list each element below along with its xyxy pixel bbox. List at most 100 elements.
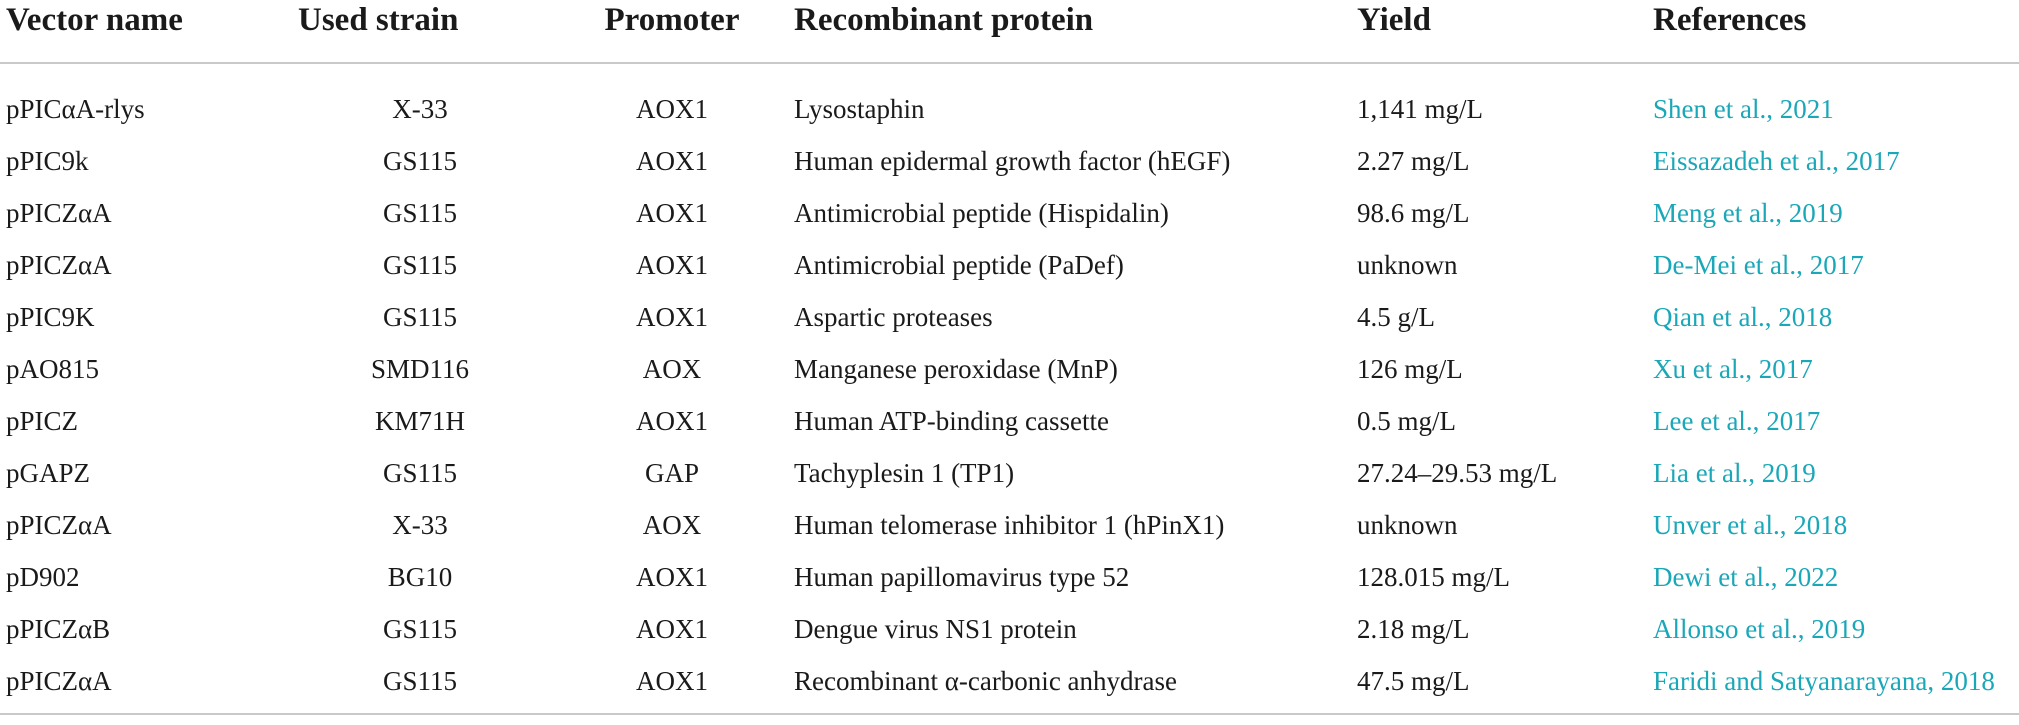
table-row: pPICZαA X-33 AOX Human telomerase inhibitor… [0, 499, 2019, 551]
cell-reference: Unver et al., 2018 [1653, 499, 2019, 551]
reference-year-link[interactable]: 2019 [1761, 458, 1816, 488]
header-used-strain-label: Used strain [298, 2, 459, 38]
cell-vector-name: pAO815 [6, 354, 99, 384]
reference-author-link[interactable]: Lee et al., [1653, 406, 1760, 436]
cell-vector-name: pD902 [6, 562, 80, 592]
cell-used-strain: X-33 [392, 94, 448, 124]
reference-year-link[interactable]: 2021 [1779, 94, 1834, 124]
reference-author-link[interactable]: Dewi et al., [1653, 562, 1778, 592]
cell-recombinant-protein: Recombinant α-carbonic anhydrase [794, 655, 1357, 715]
cell-promoter: AOX1 [636, 146, 708, 176]
table-row: pPICZαA GS115 AOX1 Antimicrobial peptide (H… [0, 187, 2019, 239]
cell-promoter: AOX1 [636, 250, 708, 280]
table-row: pPIC9k GS115 AOX1 Human epidermal growth fa… [0, 135, 2019, 187]
cell-reference: Lia et al., 2019 [1653, 447, 2019, 499]
cell-yield: unknown [1357, 250, 1458, 280]
cell-recombinant-protein: Antimicrobial peptide (PaDef) [794, 250, 1124, 280]
cell-recombinant-protein: Tachyplesin 1 (TP1) [794, 458, 1015, 488]
table-header: Vector name Used strain Promoter Recombi… [0, 0, 2019, 63]
cell-reference: De-Mei et al., 2017 [1653, 239, 2019, 291]
cell-recombinant-protein: Human telomerase inhibitor 1 (hPinX1) [794, 510, 1225, 540]
cell-used-strain: GS115 [382, 198, 457, 228]
cell-used-strain: GS115 [382, 302, 457, 332]
reference-author-link[interactable]: Unver et al., [1653, 510, 1787, 540]
cell-recombinant-protein: Human ATP-binding cassette [794, 406, 1109, 436]
cell-yield: 2.27 mg/L [1357, 146, 1470, 176]
reference-year-link[interactable]: 2017 [1809, 250, 1864, 280]
reference-year-link[interactable]: 2018 [1778, 302, 1833, 332]
table-row: pGAPZ GS115 GAP Tachyplesin 1 (TP1) 27.24–29… [0, 447, 2019, 499]
table-row: pPICαA-rlys X-33 AOX1 Lysostaphin 1,141 mg/L… [0, 63, 2019, 135]
reference-year-link[interactable]: 2018 [1940, 666, 1995, 696]
cell-reference: Shen et al., 2021 [1653, 63, 2019, 135]
cell-used-strain: GS115 [382, 250, 457, 280]
reference-year-link[interactable]: 2017 [1758, 354, 1813, 384]
table-row: pPIC9K GS115 AOX1 Aspartic proteases 4.5 g/L… [0, 291, 2019, 343]
cell-promoter: AOX [642, 510, 702, 540]
table-row: pAO815 SMD116 AOX Manganese peroxidase (MnP… [0, 343, 2019, 395]
cell-promoter: AOX [642, 354, 702, 384]
cell-yield: unknown [1357, 510, 1458, 540]
reference-author-link[interactable]: Allonso et al., [1653, 614, 1805, 644]
table-row: pPICZαA GS115 AOX1 Antimicrobial peptide (P… [0, 239, 2019, 291]
reference-author-link[interactable]: Faridi and Satyanarayana, [1653, 666, 1935, 696]
cell-recombinant-protein: Aspartic proteases [794, 302, 993, 332]
reference-year-link[interactable]: 2017 [1845, 146, 1900, 176]
cell-yield: 4.5 g/L [1357, 302, 1435, 332]
cell-used-strain: X-33 [392, 510, 448, 540]
header-promoter: Promoter [604, 2, 740, 38]
cell-reference: Qian et al., 2018 [1653, 291, 2019, 343]
reference-author-link[interactable]: Xu et al., [1653, 354, 1752, 384]
reference-author-link[interactable]: Qian et al., [1653, 302, 1772, 332]
reference-author-link[interactable]: De-Mei et al., [1653, 250, 1803, 280]
reference-year-link[interactable]: 2018 [1793, 510, 1848, 540]
cell-yield: 27.24–29.53 mg/L [1357, 458, 1558, 488]
cell-used-strain: GS115 [290, 655, 550, 715]
cell-promoter: GAP [644, 458, 699, 488]
cell-yield: 1,141 mg/L [1357, 94, 1483, 124]
cell-recombinant-protein: Dengue virus NS1 protein [794, 614, 1077, 644]
cell-recombinant-protein: Lysostaphin [794, 94, 925, 124]
cell-vector-name: pPICZαA [0, 655, 290, 715]
cell-promoter: AOX1 [636, 302, 708, 332]
reference-author-link[interactable]: Shen et al., [1653, 94, 1773, 124]
cell-vector-name: pPICZαA [6, 198, 112, 228]
cell-recombinant-protein: Human epidermal growth factor (hEGF) [794, 146, 1231, 176]
reference-author-link[interactable]: Meng et al., [1653, 198, 1782, 228]
cell-vector-name: pPICZαA [6, 250, 112, 280]
header-references: References [1653, 2, 1807, 38]
header-row: Vector name Used strain Promoter Recombi… [0, 0, 2019, 63]
table-row: pD902 BG10 AOX1 Human papillomavirus type 5… [0, 551, 2019, 603]
cell-recombinant-protein: Manganese peroxidase (MnP) [794, 354, 1118, 384]
cell-vector-name: pPICZαA [6, 510, 112, 540]
cell-reference: Faridi and Satyanarayana, 2018 [1653, 655, 2019, 715]
cell-used-strain: KM71H [374, 406, 465, 436]
reference-year-link[interactable]: 2019 [1811, 614, 1866, 644]
cell-yield: 2.18 mg/L [1357, 614, 1470, 644]
reference-author-link[interactable]: Lia et al., [1653, 458, 1755, 488]
cell-reference: Eissazadeh et al., 2017 [1653, 135, 2019, 187]
cell-vector-name: pPIC9k [6, 146, 89, 176]
cell-used-strain: GS115 [382, 614, 457, 644]
header-yield: Yield [1357, 2, 1431, 38]
table-row: pPICZαA GS115 AOX1 Recombinant α-carbonic a… [0, 655, 2019, 715]
reference-year-link[interactable]: 2019 [1788, 198, 1843, 228]
cell-used-strain: BG10 [387, 562, 453, 592]
cell-promoter: AOX1 [636, 406, 708, 436]
cell-reference: Dewi et al., 2022 [1653, 551, 2019, 603]
reference-year-link[interactable]: 2022 [1784, 562, 1839, 592]
reference-author-link[interactable]: Eissazadeh et al., [1653, 146, 1839, 176]
cell-vector-name: pPICZ [6, 406, 79, 436]
reference-year-link[interactable]: 2017 [1766, 406, 1821, 436]
cell-promoter: AOX1 [636, 198, 708, 228]
cell-vector-name: pGAPZ [6, 458, 91, 488]
cell-yield: 47.5 mg/L [1357, 655, 1653, 715]
cell-reference: Xu et al., 2017 [1653, 343, 2019, 395]
cell-reference: Lee et al., 2017 [1653, 395, 2019, 447]
cell-reference: Allonso et al., 2019 [1653, 603, 2019, 655]
cell-used-strain: GS115 [382, 146, 457, 176]
cell-used-strain: GS115 [382, 458, 457, 488]
cell-vector-name: pPICαA-rlys [6, 94, 145, 124]
